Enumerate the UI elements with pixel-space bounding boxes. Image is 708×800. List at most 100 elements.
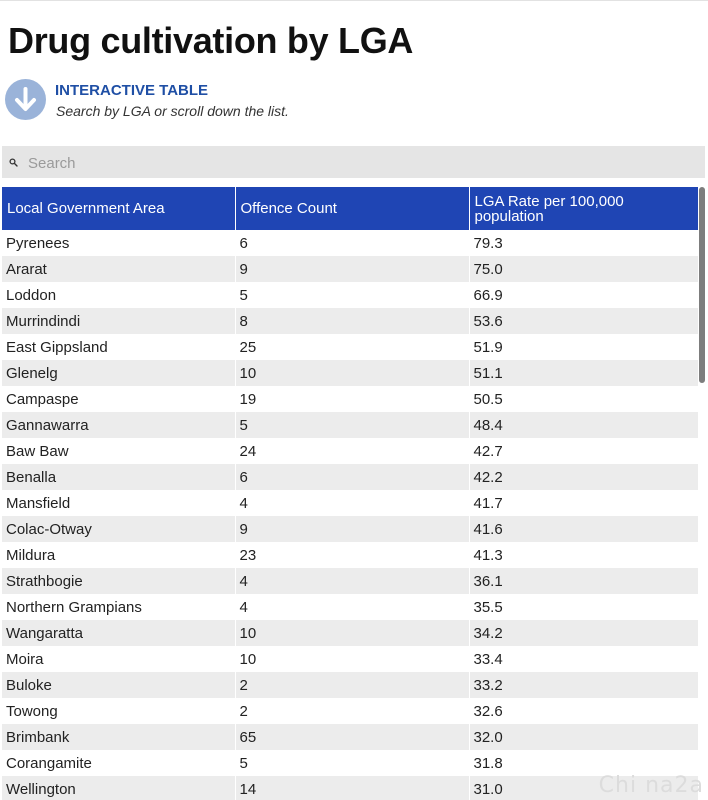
cell-lga-rate: 51.9 — [473, 338, 503, 356]
cell-offence-count: 19 — [235, 386, 470, 412]
cell-lga-rate: 41.3 — [473, 546, 503, 564]
cell-offence-count: 6 — [235, 464, 470, 490]
cell-lga: Northern Grampians — [2, 594, 236, 620]
cell-lga: Glenelg — [2, 360, 236, 386]
table-row: Wellington 14 31.0 — [2, 776, 698, 800]
cell-lga: Mansfield — [2, 490, 236, 516]
cell-lga: Colac-Otway — [2, 516, 236, 542]
table-row: East Gippsland 25 51.9 — [2, 334, 698, 360]
search-icon — [9, 154, 18, 172]
cell-lga: Campaspe — [2, 386, 236, 412]
cell-lga-rate: 42.2 — [469, 464, 698, 490]
cell-offence-count: 65 — [235, 724, 470, 750]
table-row: Strathbogie 4 36.1 — [2, 568, 698, 594]
table-scrollbar[interactable] — [699, 187, 705, 383]
search-bar[interactable] — [2, 146, 705, 178]
cell-lga-rate: 51.1 — [469, 360, 698, 386]
cell-offence-count: 5 — [235, 750, 470, 776]
table-row: Towong 2 32.6 — [2, 698, 698, 724]
table-row: Wangaratta 10 34.2 — [2, 620, 698, 646]
cell-offence-count: 2 — [235, 672, 470, 698]
table-header-row: Local Government Area Offence Count LGA … — [2, 187, 698, 230]
cell-lga-rate: 53.6 — [469, 308, 698, 334]
cell-lga: Murrindindi — [2, 308, 236, 334]
page-title: Drug cultivation by LGA — [8, 20, 414, 61]
search-input[interactable] — [26, 150, 690, 176]
cell-lga-rate: 33.2 — [469, 672, 698, 698]
cell-offence-count: 23 — [235, 542, 470, 568]
cell-lga-rate: 41.7 — [473, 494, 503, 512]
cell-lga-rate: 66.9 — [473, 286, 503, 304]
down-arrow-circle-icon — [5, 79, 46, 120]
column-header-offence-count[interactable]: Offence Count — [235, 187, 470, 230]
cell-offence-count: 10 — [235, 646, 470, 672]
cell-lga: Wangaratta — [2, 620, 236, 646]
cell-lga: Strathbogie — [2, 568, 236, 594]
cell-offence-count: 5 — [235, 412, 470, 438]
cell-offence-count: 6 — [235, 230, 470, 256]
table-row: Gannawarra 5 48.4 — [2, 412, 698, 438]
cell-offence-count: 9 — [235, 516, 470, 542]
table-row: Ararat 9 75.0 — [2, 256, 698, 282]
lga-table: Local Government Area Offence Count LGA … — [2, 187, 698, 800]
cell-lga: Wellington — [2, 776, 236, 800]
table-row: Benalla 6 42.2 — [2, 464, 698, 490]
table-row: Colac-Otway 9 41.6 — [2, 516, 698, 542]
interactive-table-heading: INTERACTIVE TABLE — [55, 82, 209, 99]
cell-offence-count: 4 — [235, 490, 470, 516]
cell-offence-count: 10 — [235, 360, 470, 386]
cell-lga-rate: 35.5 — [473, 598, 503, 616]
cell-lga-rate: 31.0 — [469, 776, 698, 800]
cell-lga: Loddon — [2, 282, 236, 308]
cell-offence-count: 4 — [235, 594, 470, 620]
cell-offence-count: 8 — [235, 308, 470, 334]
cell-offence-count: 2 — [235, 698, 470, 724]
table-row: Pyrenees 6 79.3 — [2, 230, 698, 256]
cell-lga: Brimbank — [2, 724, 236, 750]
cell-offence-count: 10 — [235, 620, 470, 646]
cell-lga-rate: 79.3 — [473, 234, 503, 252]
cell-lga: Benalla — [2, 464, 236, 490]
cell-offence-count: 25 — [235, 334, 470, 360]
cell-lga: Towong — [2, 698, 236, 724]
table-row: Buloke 2 33.2 — [2, 672, 698, 698]
cell-lga: Corangamite — [2, 750, 236, 776]
column-header-lga[interactable]: Local Government Area — [2, 187, 236, 230]
table-row: Campaspe 19 50.5 — [2, 386, 698, 412]
cell-lga-rate: 75.0 — [469, 256, 698, 282]
table-row: Corangamite 5 31.8 — [2, 750, 698, 776]
instructions-text: Search by LGA or scroll down the list. — [56, 103, 289, 119]
cell-lga: Buloke — [2, 672, 236, 698]
table-row: Northern Grampians 4 35.5 — [2, 594, 698, 620]
cell-offence-count: 4 — [235, 568, 470, 594]
cell-lga: East Gippsland — [2, 334, 236, 360]
cell-lga-rate: 31.8 — [473, 754, 503, 772]
cell-lga: Moira — [2, 646, 236, 672]
cell-lga-rate: 50.5 — [473, 390, 503, 408]
cell-lga-rate: 36.1 — [469, 568, 698, 594]
cell-lga: Mildura — [2, 542, 236, 568]
cell-lga-rate: 32.0 — [469, 724, 698, 750]
column-header-lga-rate[interactable]: LGA Rate per 100,000 population — [469, 187, 698, 230]
top-divider — [0, 0, 708, 1]
cell-lga: Ararat — [2, 256, 236, 282]
cell-offence-count: 14 — [235, 776, 470, 800]
table-row: Brimbank 65 32.0 — [2, 724, 698, 750]
cell-lga-rate: 32.6 — [473, 702, 503, 720]
cell-lga: Baw Baw — [2, 438, 236, 464]
cell-lga: Pyrenees — [2, 230, 236, 256]
table-row: Baw Baw 24 42.7 — [2, 438, 698, 464]
cell-offence-count: 9 — [235, 256, 470, 282]
table-row: Murrindindi 8 53.6 — [2, 308, 698, 334]
lga-table-container[interactable]: Local Government Area Offence Count LGA … — [2, 187, 698, 800]
cell-offence-count: 5 — [235, 282, 470, 308]
cell-lga: Gannawarra — [2, 412, 236, 438]
cell-lga-rate: 34.2 — [469, 620, 698, 646]
cell-lga-rate: 41.6 — [469, 516, 698, 542]
watermark: Chi na2a — [598, 773, 704, 798]
table-row: Glenelg 10 51.1 — [2, 360, 698, 386]
cell-lga-rate: 42.7 — [473, 442, 503, 460]
cell-offence-count: 24 — [235, 438, 470, 464]
table-row: Mildura 23 41.3 — [2, 542, 698, 568]
cell-lga-rate: 33.4 — [473, 650, 503, 668]
